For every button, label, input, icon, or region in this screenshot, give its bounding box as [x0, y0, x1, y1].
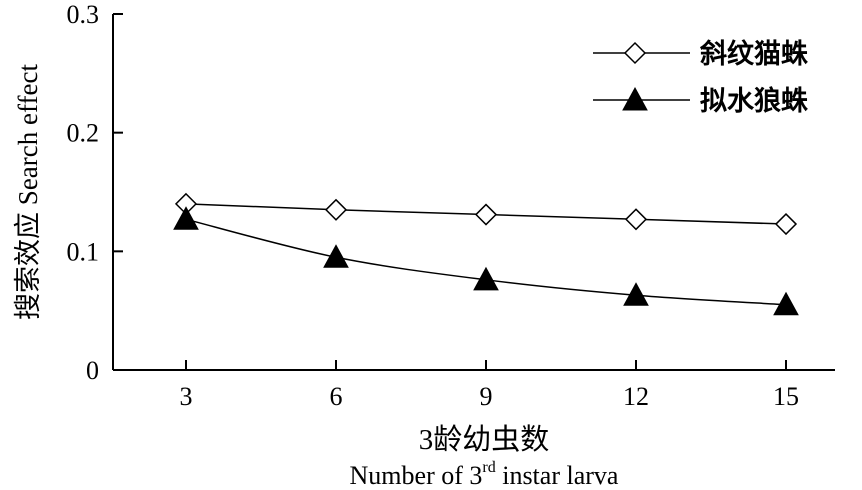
y-tick-label: 0.1: [67, 237, 100, 266]
data-point-diamond: [774, 212, 798, 236]
data-point-diamond: [474, 203, 498, 226]
x-axis-ticks: 3 6 9 12 15: [180, 360, 799, 411]
x-tick-label: 9: [480, 382, 493, 411]
series-line-1: [185, 218, 787, 306]
x-axis-title-en: Number of 3rd instar larva: [350, 459, 619, 490]
x-axis-title-cn: 3龄幼虫数: [419, 423, 550, 456]
x-tick-label: 15: [773, 382, 799, 411]
x-axis-title-en-pre: Number of 3: [350, 461, 483, 490]
plot-series: [173, 192, 799, 316]
x-axis-title-en-post: instar larva: [496, 461, 619, 490]
y-tick-label: 0.2: [67, 119, 100, 148]
y-tick-label: 0.3: [67, 0, 100, 29]
legend-marker-triangle: [622, 86, 648, 111]
x-tick-label: 3: [180, 382, 193, 411]
data-point-triangle: [623, 282, 649, 306]
data-point-triangle: [173, 206, 199, 230]
x-axis-title-en-sup: rd: [482, 459, 495, 476]
data-point-triangle: [323, 244, 349, 268]
y-axis-ticks: 0 0.1 0.2 0.3: [67, 0, 123, 385]
y-axis-title: 搜索效应 Search effect: [13, 64, 43, 320]
y-tick-label: 0: [86, 356, 99, 385]
x-tick-label: 6: [330, 382, 343, 411]
legend-label-0: 斜纹猫蛛: [699, 39, 808, 69]
data-point-diamond: [624, 208, 648, 231]
legend-label-1: 拟水狼蛛: [700, 85, 808, 116]
legend-marker-diamond: [623, 41, 647, 65]
data-point-triangle: [773, 291, 799, 316]
x-tick-label: 12: [623, 382, 649, 411]
data-point-diamond: [324, 198, 348, 221]
data-point-triangle: [473, 266, 499, 291]
legend: 斜纹猫蛛 拟水狼蛛: [593, 39, 808, 116]
